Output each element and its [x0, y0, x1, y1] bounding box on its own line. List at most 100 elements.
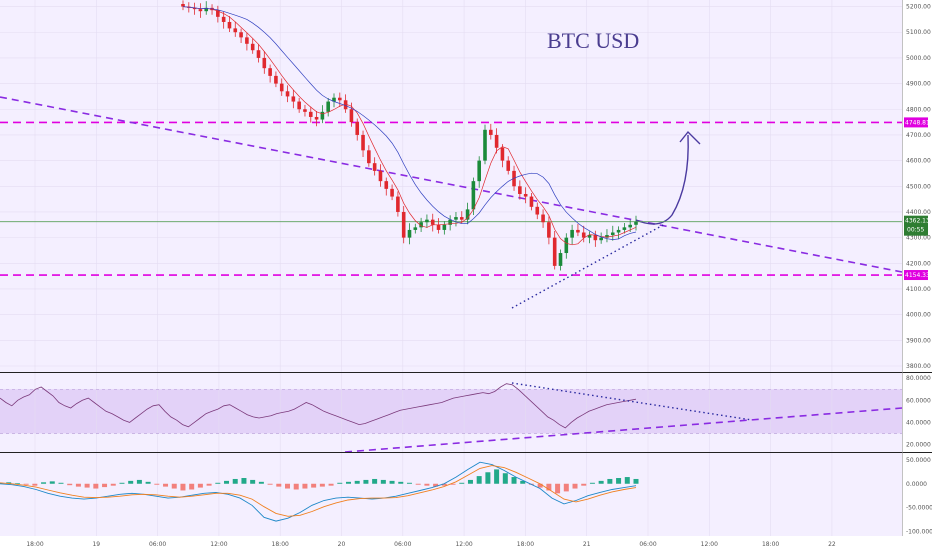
candle-body — [523, 193, 528, 197]
candle-body — [279, 83, 284, 92]
candle-body — [367, 150, 371, 164]
candle-body — [518, 186, 522, 194]
macd-histogram-bar — [67, 483, 73, 486]
rsi-series-line — [0, 383, 637, 429]
macd-histogram-bar — [380, 479, 386, 484]
candle-body — [587, 235, 592, 238]
candle-body — [634, 221, 638, 225]
candle-body — [355, 122, 360, 135]
rsi-line — [0, 382, 903, 453]
macd-histogram-bar — [102, 483, 108, 488]
macd-histogram-bar — [136, 479, 142, 484]
macd-histogram-bar — [171, 483, 177, 489]
macd-histogram-bar — [154, 483, 160, 485]
candle-body — [541, 214, 545, 223]
candle-body — [564, 237, 569, 254]
candle-body — [384, 181, 389, 189]
moving-average-line — [182, 6, 637, 240]
rsi-tick-label: 20.0000 — [906, 441, 931, 448]
candle-body — [198, 9, 203, 12]
rsi-ascending-line — [344, 407, 903, 453]
candle-body — [448, 219, 452, 225]
candle-body — [221, 16, 226, 22]
candle-body — [552, 237, 557, 266]
candle-body — [401, 211, 406, 238]
price-tick-label: 5200.00 — [906, 4, 931, 11]
rsi-tick-label: 40.0000 — [906, 419, 931, 426]
macd-histogram-bar — [476, 476, 482, 484]
macd-tick-label: 0.0000 — [906, 481, 927, 488]
candle-body — [413, 227, 418, 230]
macd-histogram-bar — [32, 483, 38, 486]
price-tick-label: 4200.00 — [906, 260, 931, 267]
macd-histogram-bar — [328, 483, 334, 486]
time-tick-label: 22 — [828, 541, 836, 548]
macd-histogram-bar — [75, 483, 81, 487]
macd-histogram-bar — [467, 479, 473, 484]
price-tick-label: 4900.00 — [906, 81, 931, 88]
macd-histogram-bar — [520, 480, 526, 484]
candle-body — [558, 253, 563, 266]
rsi-tick-label: 60.0000 — [906, 397, 931, 404]
macd-tick-label: -50.0000 — [906, 505, 932, 512]
macd-histogram-bar — [511, 477, 517, 484]
macd-histogram-bar — [494, 469, 500, 484]
macd-histogram-bar — [49, 481, 55, 484]
candle-body — [227, 21, 232, 29]
macd-histogram-bar — [633, 478, 639, 484]
level-price-badge — [904, 117, 928, 128]
rsi-axis: 80.0000 60.0000 40.0000 20.0000 — [906, 375, 931, 448]
time-tick-label: 18:00 — [272, 541, 289, 548]
macd-histogram-bar — [398, 481, 404, 484]
price-tick-label: 4100.00 — [906, 286, 931, 293]
candle-body — [465, 209, 470, 220]
macd-histogram-bar — [441, 483, 447, 486]
macd-histogram-bar — [250, 479, 256, 484]
price-tick-label: 4500.00 — [906, 183, 931, 190]
price-tick-label: 4800.00 — [906, 106, 931, 113]
time-tick-label: 06:00 — [639, 541, 656, 548]
candle-body — [256, 50, 261, 58]
macd-histogram-bar — [450, 483, 456, 485]
macd-histogram-bar — [232, 478, 238, 484]
macd-histogram-bar — [215, 482, 221, 484]
candle-body — [628, 224, 632, 228]
candle-body — [616, 229, 621, 233]
macd-histogram-bar — [555, 483, 561, 494]
candle-body — [622, 227, 627, 230]
macd-histogram-bar — [197, 483, 203, 488]
macd-line — [0, 461, 637, 522]
candle-body — [349, 109, 354, 123]
time-tick-label: 12:00 — [455, 541, 472, 548]
projection-arrow — [635, 134, 689, 225]
candle-body — [610, 232, 615, 236]
time-tick-label: 06:00 — [394, 541, 411, 548]
candle-body — [390, 188, 394, 197]
price-axis: 5200.00 5100.00 5000.00 4900.00 4800.00 4700.… — [906, 4, 931, 370]
macd-histogram-bar — [293, 483, 299, 490]
macd-axis: 50.0000 0.0000 -50.0000 -100.0000 — [906, 457, 932, 536]
macd-histogram-bar — [572, 483, 578, 489]
candle-body — [361, 134, 365, 151]
candle-body — [274, 75, 278, 84]
macd-histogram-bar — [14, 483, 20, 485]
rsi-band — [0, 389, 902, 434]
macd-histogram-bar — [433, 483, 439, 487]
current-price-badge — [904, 215, 928, 236]
macd-histogram-bar — [319, 483, 325, 487]
price-tick-label: 4300.00 — [906, 235, 931, 242]
macd-histogram-bar — [354, 480, 360, 484]
current-price-label: 4362.13 — [905, 218, 930, 225]
price-tick-label: 5000.00 — [906, 55, 931, 62]
level-price-label: 4748.81 — [905, 119, 930, 126]
grid — [0, 0, 902, 536]
candle-body — [326, 101, 330, 112]
price-tick-label: 4700.00 — [906, 132, 931, 139]
candle-body — [407, 229, 412, 238]
time-tick-label: 12:00 — [210, 541, 227, 548]
candle-body — [396, 196, 400, 212]
price-tick-label: 5100.00 — [906, 29, 931, 36]
candle-body — [378, 170, 383, 182]
candle-body — [419, 222, 423, 228]
